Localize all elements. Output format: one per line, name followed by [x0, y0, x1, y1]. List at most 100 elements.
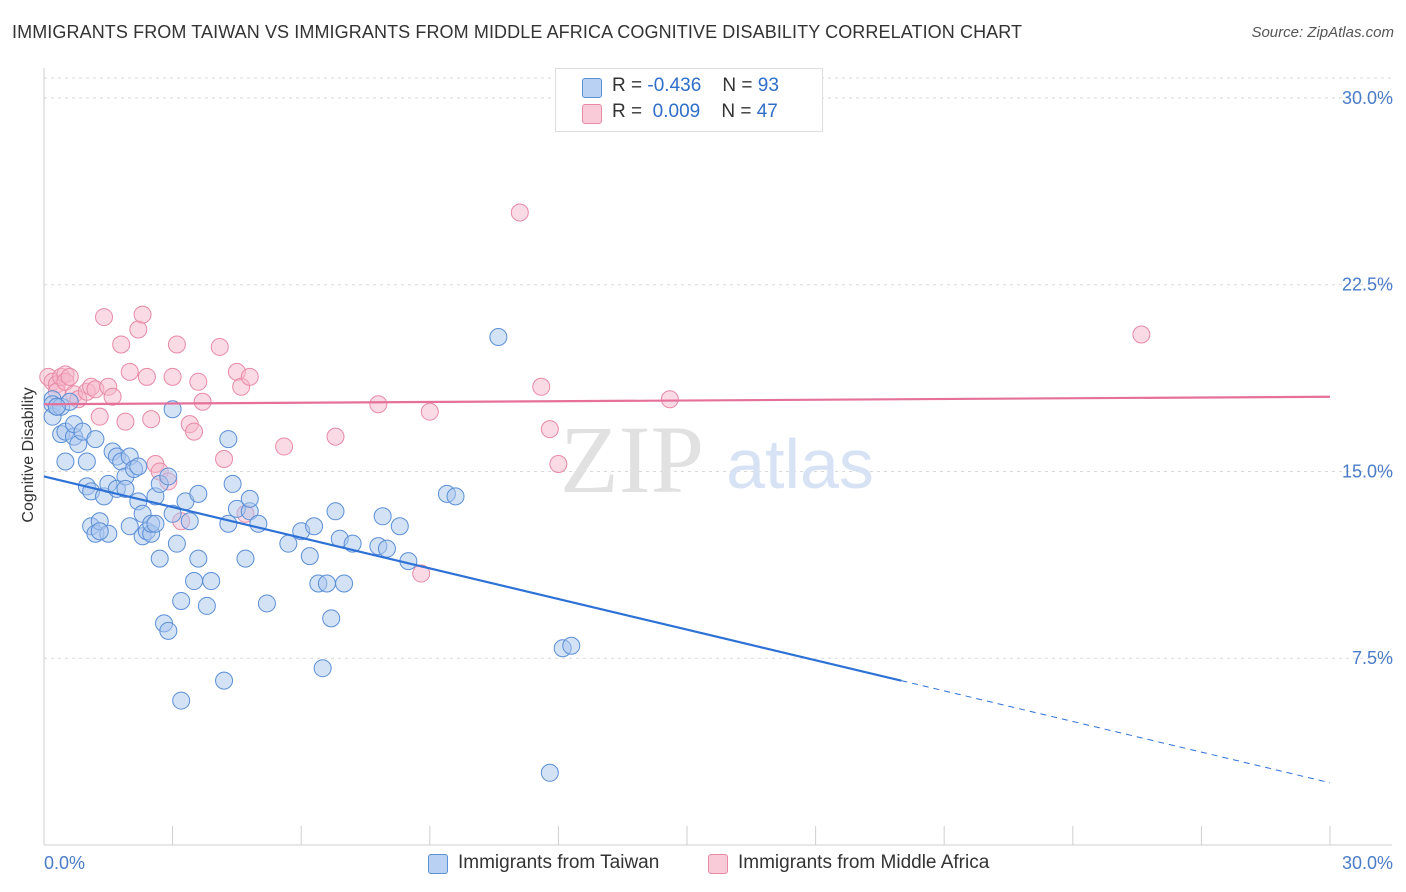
data-point-taiwan — [305, 517, 324, 536]
series-middle-africa-points — [39, 203, 1151, 583]
chart-title: IMMIGRANTS FROM TAIWAN VS IMMIGRANTS FRO… — [12, 22, 1023, 42]
data-point-middle-africa — [133, 305, 152, 324]
series-taiwan-points — [43, 327, 581, 782]
trend-line-taiwan-extension — [901, 680, 1331, 784]
data-point-middle-africa — [510, 203, 529, 222]
data-point-taiwan — [56, 452, 75, 471]
data-point-taiwan — [159, 621, 178, 640]
data-point-taiwan — [180, 512, 199, 531]
data-point-taiwan — [257, 594, 276, 613]
data-point-taiwan — [540, 763, 559, 782]
source-credit: Source: ZipAtlas.com — [1251, 24, 1394, 41]
data-point-taiwan — [116, 479, 135, 498]
data-point-taiwan — [77, 452, 96, 471]
y-tick-label: 30.0% — [1342, 88, 1393, 108]
data-point-taiwan — [489, 327, 508, 346]
data-point-taiwan — [236, 549, 255, 568]
bottom-legend-swatch-taiwan — [428, 854, 448, 874]
data-point-taiwan — [300, 547, 319, 566]
data-point-middle-africa — [420, 402, 439, 421]
data-point-taiwan — [202, 572, 221, 591]
data-point-middle-africa — [275, 437, 294, 456]
data-point-taiwan — [223, 474, 242, 493]
grid-lines — [44, 77, 1392, 659]
trend-lines — [43, 395, 1331, 784]
data-point-taiwan — [163, 400, 182, 419]
data-point-taiwan — [373, 507, 392, 526]
legend-n-value-africa: 47 — [756, 101, 778, 122]
data-point-taiwan — [185, 572, 204, 591]
data-point-middle-africa — [660, 390, 679, 409]
data-point-middle-africa — [1132, 325, 1151, 344]
data-point-middle-africa — [240, 367, 259, 386]
data-point-middle-africa — [103, 387, 122, 406]
bottom-legend-label-taiwan: Immigrants from Taiwan — [458, 852, 660, 873]
data-point-middle-africa — [163, 367, 182, 386]
watermark-atlas: atlas — [726, 425, 874, 503]
legend-swatch-africa — [582, 104, 602, 124]
data-point-taiwan — [446, 487, 465, 506]
data-point-middle-africa — [60, 367, 79, 386]
data-point-taiwan — [279, 534, 298, 553]
data-point-taiwan — [189, 549, 208, 568]
data-point-taiwan — [47, 397, 66, 416]
data-point-middle-africa — [369, 395, 388, 414]
data-point-taiwan — [240, 489, 259, 508]
data-point-middle-africa — [193, 392, 212, 411]
watermark-zip: ZIP — [560, 406, 704, 513]
x-tick-label: 30.0% — [1342, 853, 1393, 873]
data-point-taiwan — [172, 691, 191, 710]
legend-swatch-taiwan — [582, 78, 602, 98]
data-point-taiwan — [219, 430, 238, 449]
trend-line-middle-africa — [43, 395, 1331, 406]
legend-n-label: N = — [722, 75, 753, 96]
data-point-middle-africa — [137, 367, 156, 386]
watermark: ZIP atlas — [560, 406, 874, 513]
data-point-middle-africa — [540, 420, 559, 439]
data-point-taiwan — [322, 609, 341, 628]
data-point-middle-africa — [326, 427, 345, 446]
data-point-middle-africa — [95, 308, 114, 327]
data-point-middle-africa — [167, 335, 186, 354]
data-point-taiwan — [90, 522, 109, 541]
data-point-middle-africa — [215, 450, 234, 469]
data-point-taiwan — [562, 636, 581, 655]
data-point-middle-africa — [549, 454, 568, 473]
data-point-taiwan — [172, 591, 191, 610]
legend-n-label: N = — [721, 101, 752, 122]
data-point-middle-africa — [185, 422, 204, 441]
trend-line-taiwan — [43, 475, 902, 682]
legend-r-value-africa: 0.009 — [652, 101, 701, 122]
data-point-middle-africa — [210, 337, 229, 356]
legend-r-label: R = — [612, 75, 643, 96]
data-point-taiwan — [86, 430, 105, 449]
y-tick-label: 15.0% — [1342, 461, 1393, 481]
data-point-taiwan — [326, 502, 345, 521]
axes: 7.5% 15.0% 22.5% 30.0% 0.0% 30.0% — [43, 68, 1393, 873]
data-point-taiwan — [377, 539, 396, 558]
data-point-taiwan — [150, 549, 169, 568]
data-point-middle-africa — [142, 410, 161, 429]
data-point-taiwan — [335, 574, 354, 593]
data-point-taiwan — [159, 467, 178, 486]
bottom-legend-label-africa: Immigrants from Middle Africa — [738, 852, 990, 873]
data-point-taiwan — [167, 534, 186, 553]
correlation-legend: R = -0.436 N = 93 R = 0.009 N = 47 — [555, 68, 823, 132]
data-point-middle-africa — [120, 362, 139, 381]
legend-n-value-taiwan: 93 — [757, 75, 779, 96]
y-axis-label: Cognitive Disability — [20, 387, 37, 522]
bottom-legend-swatch-africa — [708, 854, 728, 874]
data-point-taiwan — [313, 659, 332, 678]
data-point-middle-africa — [90, 407, 109, 426]
data-point-middle-africa — [116, 412, 135, 431]
data-point-middle-africa — [129, 320, 148, 339]
data-point-taiwan — [197, 596, 216, 615]
data-point-middle-africa — [189, 372, 208, 391]
y-tick-label: 7.5% — [1352, 648, 1393, 668]
y-tick-label: 22.5% — [1342, 275, 1393, 295]
data-point-taiwan — [146, 514, 165, 533]
data-point-taiwan — [390, 517, 409, 536]
data-point-taiwan — [163, 504, 182, 523]
data-point-taiwan — [317, 574, 336, 593]
data-point-taiwan — [129, 457, 148, 476]
